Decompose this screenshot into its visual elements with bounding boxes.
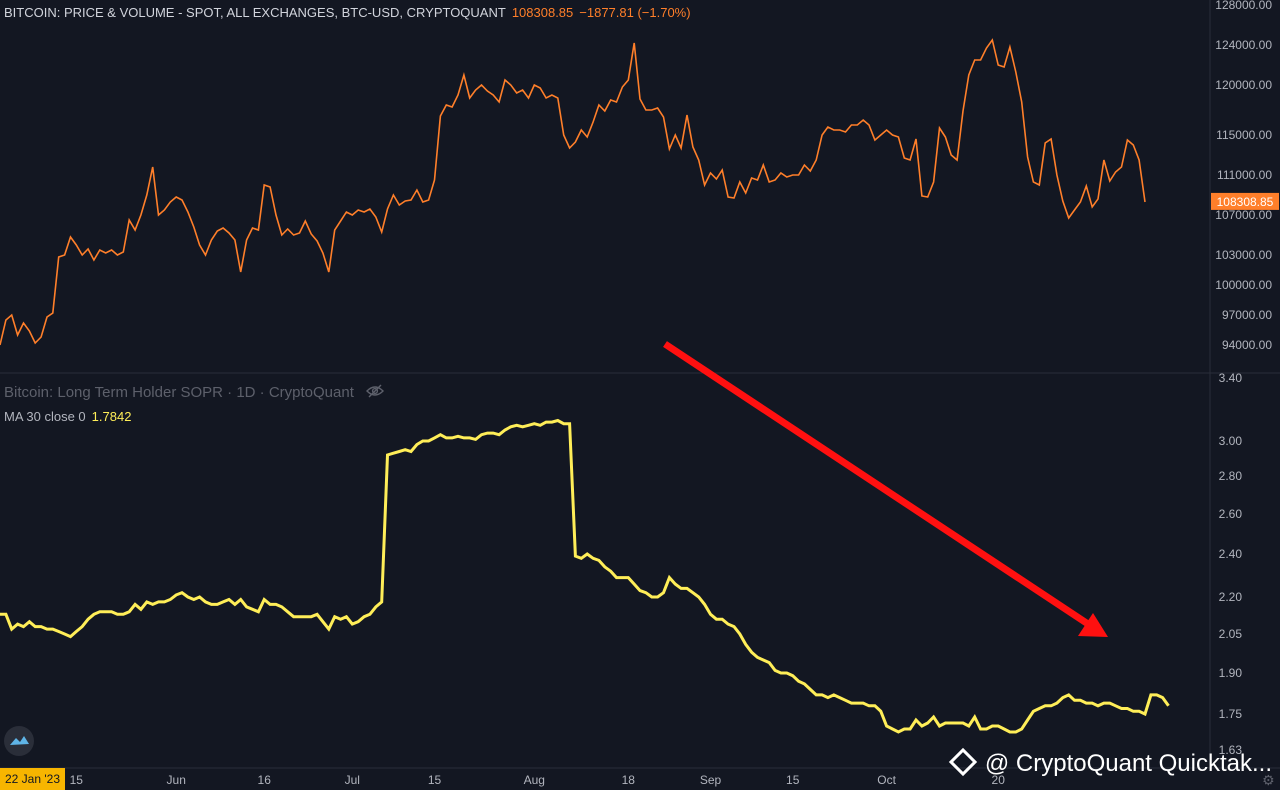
price-legend: BITCOIN: PRICE & VOLUME - SPOT, ALL EXCH… — [4, 5, 691, 20]
sopr-axis-tick: 2.20 — [1219, 590, 1243, 604]
price-axis-tick: 107000.00 — [1215, 208, 1272, 222]
sopr-legend: Bitcoin: Long Term Holder SOPR · 1D · Cr… — [4, 384, 385, 402]
price-axis-tick: 120000.00 — [1215, 78, 1272, 92]
tradingview-logo-icon[interactable] — [4, 726, 34, 756]
sopr-axis-tick: 3.00 — [1219, 434, 1243, 448]
ma-legend-value: 1.7842 — [91, 409, 132, 424]
date-badge: 22 Jan '23 — [0, 768, 66, 790]
trend-arrow-shaft — [663, 341, 1090, 627]
sopr-axis-tick: 1.63 — [1219, 743, 1243, 757]
time-axis-tick: Jun — [167, 773, 186, 787]
trend-arrow-head — [1078, 613, 1108, 637]
sopr-axis[interactable]: 3.40 3.00 2.80 2.60 2.40 2.20 2.05 1.90 1.75 1.63 — [1219, 371, 1243, 757]
sopr-series-line — [0, 418, 1170, 734]
time-axis-tick: 15 — [70, 773, 84, 787]
price-legend-change: −1877.81 (−1.70%) — [579, 5, 691, 20]
price-axis-tick: 111000.00 — [1217, 168, 1272, 182]
price-axis-tick: 124000.00 — [1215, 38, 1272, 52]
price-axis-tick: 128000.00 — [1215, 0, 1272, 12]
price-axis[interactable]: 128000.00 124000.00 120000.00 115000.00 1110… — [1215, 0, 1272, 352]
price-axis-tick: 103000.00 — [1215, 248, 1272, 262]
time-axis-tick: 15 — [428, 773, 442, 787]
time-axis-tick: Oct — [877, 773, 896, 787]
watermark: @ CryptoQuant Quicktak... — [948, 747, 1272, 778]
time-axis-tick: 18 — [622, 773, 636, 787]
time-axis-tick: 20 — [992, 773, 1006, 787]
ma-legend: MA 30 close 0 1.7842 — [4, 409, 131, 424]
gear-icon[interactable]: ⚙ — [1262, 772, 1275, 788]
last-price-value: 108308.85 — [1217, 195, 1274, 209]
sopr-axis-tick: 2.05 — [1219, 627, 1243, 641]
price-legend-title: BITCOIN: PRICE & VOLUME - SPOT, ALL EXCH… — [4, 5, 506, 20]
sopr-axis-tick: 2.80 — [1219, 469, 1243, 483]
price-axis-tick: 100000.00 — [1215, 278, 1272, 292]
time-axis-tick: Sep — [700, 773, 722, 787]
time-axis-tick: Aug — [524, 773, 545, 787]
cryptoquant-logo-icon — [948, 747, 978, 776]
time-axis[interactable]: 15 Jun 16 Jul 15 Aug 18 Sep 15 Oct 20 — [70, 773, 1006, 787]
price-axis-tick: 97000.00 — [1222, 308, 1272, 322]
sopr-axis-tick: 3.40 — [1219, 371, 1243, 385]
time-axis-tick: 16 — [258, 773, 272, 787]
price-axis-tick: 94000.00 — [1222, 338, 1272, 352]
last-price-badge: 108308.85 — [1211, 192, 1279, 210]
sopr-axis-tick: 2.60 — [1219, 507, 1243, 521]
eye-slash-icon[interactable] — [366, 384, 385, 402]
price-series-line — [0, 38, 1146, 346]
sopr-axis-tick: 1.75 — [1219, 707, 1243, 721]
sopr-legend-title: Bitcoin: Long Term Holder SOPR · 1D · Cr… — [4, 384, 354, 401]
time-axis-tick: Jul — [345, 773, 360, 787]
price-axis-tick: 115000.00 — [1216, 128, 1272, 142]
time-axis-tick: 15 — [786, 773, 800, 787]
sopr-axis-tick: 1.90 — [1219, 666, 1243, 680]
trend-arrow[interactable] — [663, 341, 1108, 637]
ma-legend-label: MA 30 close 0 — [4, 409, 86, 424]
price-legend-last: 108308.85 — [511, 5, 574, 20]
sopr-axis-tick: 2.40 — [1219, 547, 1243, 561]
watermark-text: @ CryptoQuant Quicktak... — [984, 750, 1272, 777]
